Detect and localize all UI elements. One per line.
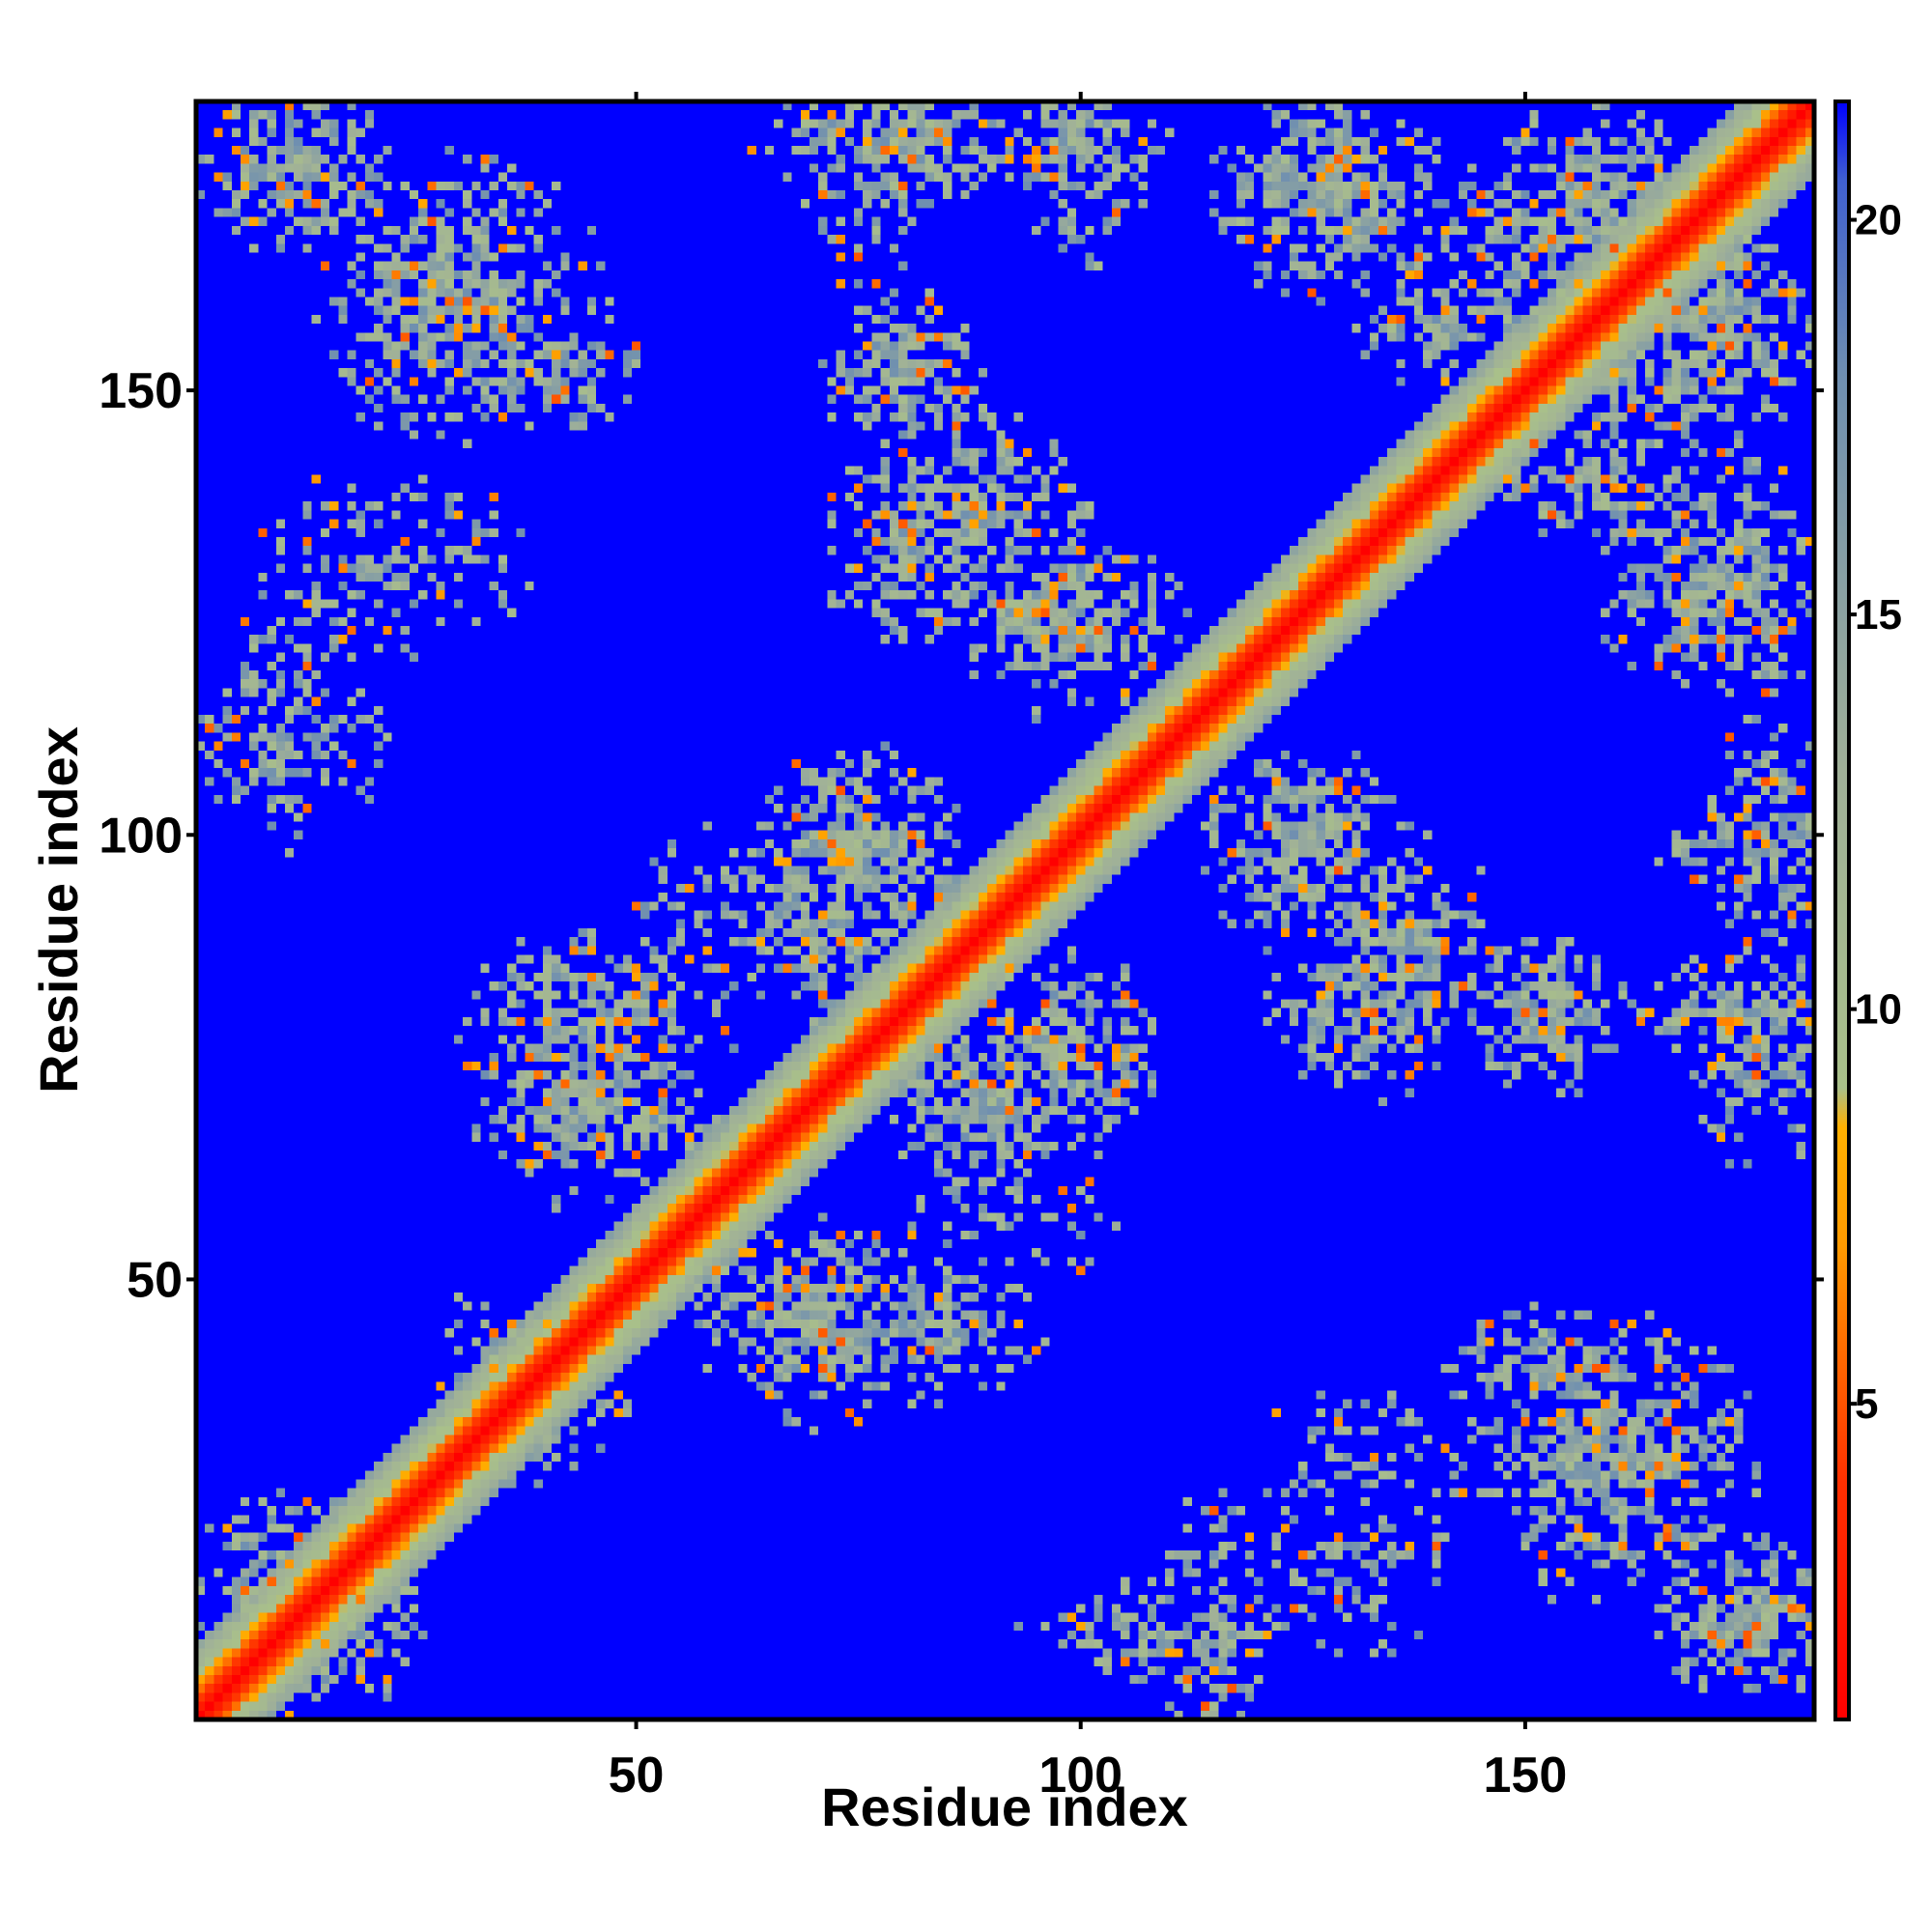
- colorbar: [1833, 99, 1851, 1721]
- y-axis-title: Residue index: [28, 726, 89, 1094]
- heatmap-image: [196, 101, 1814, 1719]
- colorbar-tick-label: 10: [1855, 986, 1902, 1034]
- x-tick-label: 150: [1484, 1747, 1568, 1804]
- colorbar-ticks: 5 10 15 20: [1849, 197, 1902, 1428]
- x-tick-label: 50: [609, 1747, 665, 1804]
- y-tick-label: 150: [99, 363, 183, 419]
- y-tick-label: 100: [99, 808, 183, 864]
- colorbar-tick-label: 15: [1855, 591, 1902, 639]
- plot-frame: [193, 99, 1817, 1722]
- y-tick-label: 50: [127, 1252, 183, 1308]
- x-axis-ticks: 50 100 150: [609, 92, 1568, 1804]
- x-axis-title: Residue index: [821, 1776, 1188, 1837]
- x-tick-label: 100: [1038, 1747, 1122, 1804]
- y-axis-ticks: 50 100 150: [99, 363, 1824, 1308]
- heatmap-cells: [196, 101, 1814, 1719]
- colorbar-tick-label: 20: [1855, 197, 1902, 244]
- colorbar-tick-label: 5: [1855, 1380, 1878, 1428]
